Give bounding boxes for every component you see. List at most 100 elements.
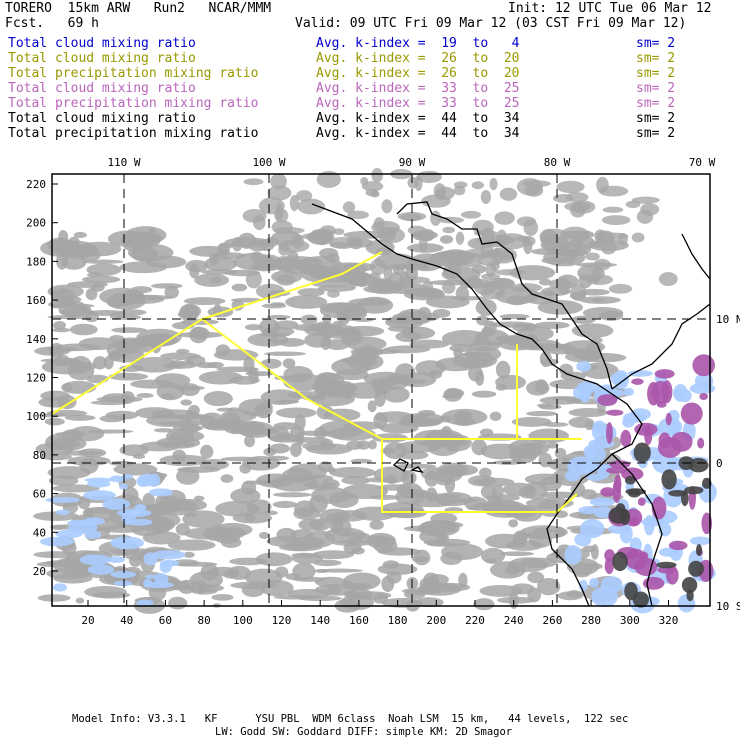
- cloud-patch: [412, 414, 429, 425]
- cloud-patch: [471, 438, 487, 456]
- axis-ticks: [52, 183, 669, 606]
- cloud-patch: [349, 277, 358, 289]
- legend-field: Total precipitation mixing ratio: [8, 126, 259, 141]
- moisture-patch: [591, 422, 604, 440]
- deep-convection-patch: [624, 582, 638, 601]
- legend-kindex: Avg. k-index = 44 to 34: [316, 126, 520, 141]
- cloud-patch: [552, 194, 574, 203]
- cloud-patch: [536, 578, 561, 596]
- cloud-patch: [479, 467, 492, 478]
- legend-kindex: Avg. k-index = 33 to 25: [316, 96, 520, 111]
- cloud-patch: [411, 556, 429, 563]
- cloud-patch: [536, 403, 554, 408]
- cloud-patch: [509, 265, 556, 281]
- cloud-patch: [397, 211, 427, 221]
- cloud-patch: [341, 476, 371, 485]
- cloud-patch: [407, 176, 419, 189]
- legend-sm: sm= 2: [636, 111, 676, 126]
- cloud-patch: [266, 314, 291, 320]
- cloud-patch: [297, 198, 326, 215]
- cloud-patch: [582, 545, 596, 553]
- legend-field: Total cloud mixing ratio: [8, 36, 196, 51]
- cloud-patch: [293, 507, 321, 521]
- cloud-patch: [571, 315, 596, 324]
- cloud-patch: [50, 524, 67, 531]
- deep-convection-patch: [608, 506, 628, 524]
- cloud-patch: [314, 568, 330, 574]
- cloud-patch: [183, 297, 226, 306]
- legend-field: Total cloud mixing ratio: [8, 111, 196, 126]
- moisture-patch: [86, 480, 111, 488]
- cloud-patch: [274, 566, 289, 578]
- deep-convection-patch: [625, 488, 646, 496]
- cloud-patch: [463, 248, 491, 260]
- cloud-patch: [54, 343, 102, 352]
- cloud-patch: [153, 498, 199, 516]
- cloud-patch: [75, 597, 85, 604]
- cloud-patch: [499, 313, 530, 319]
- cloud-patch: [160, 393, 176, 400]
- cloud-patch: [290, 426, 305, 438]
- cloud-patch: [220, 474, 234, 483]
- cloud-patch: [556, 180, 585, 194]
- cloud-patch: [231, 283, 248, 292]
- cloud-patch: [64, 414, 96, 421]
- cloud-patch: [508, 438, 550, 457]
- longitude-label: 70 W: [689, 156, 716, 169]
- convection-patch: [642, 576, 665, 590]
- cloud-patch: [185, 355, 206, 366]
- x-tick-label: 320: [659, 614, 679, 627]
- cloud-patch: [368, 440, 377, 450]
- forecast-hour: Fcst. 69 h: [5, 16, 99, 31]
- cloud-patch: [190, 327, 210, 340]
- cloud-patch: [585, 252, 600, 261]
- cloud-patch: [426, 574, 449, 586]
- cloud-patch: [222, 412, 240, 426]
- cloud-patch: [453, 181, 468, 189]
- cloud-patch: [488, 250, 497, 259]
- legend-kindex: Avg. k-index = 26 to 20: [316, 66, 520, 81]
- moisture-patch: [591, 586, 618, 608]
- cloud-patch: [511, 416, 552, 427]
- cloud-patch: [524, 339, 537, 347]
- cloud-patch: [428, 369, 443, 379]
- convection-patch: [665, 412, 672, 426]
- cloud-patch: [473, 230, 498, 237]
- cloud-patch: [254, 402, 273, 419]
- x-tick-label: 160: [349, 614, 369, 627]
- cloud-patch: [598, 185, 629, 197]
- moisture-patch: [694, 373, 714, 390]
- cloud-patch: [180, 399, 192, 406]
- physics-info: LW: Godd SW: Goddard DIFF: simple KM: 2D…: [215, 726, 513, 738]
- x-tick-label: 120: [272, 614, 292, 627]
- cloud-patch: [204, 256, 238, 272]
- cloud-patch: [260, 358, 282, 369]
- cloud-patch: [51, 484, 100, 493]
- cloud-patch: [131, 246, 159, 262]
- cloud-patch: [344, 271, 370, 279]
- map-canvas: 20 40 60 80 100 120 140 160 180 200 220 240 260 280 30…: [26, 156, 740, 627]
- convection-patch: [697, 437, 705, 449]
- cloud-patch: [261, 326, 295, 337]
- moisture-patch: [564, 545, 582, 565]
- moisture-patch: [585, 446, 607, 463]
- cloud-patch: [307, 485, 330, 491]
- convection-patch: [634, 557, 658, 576]
- x-tick-label: 40: [120, 614, 133, 627]
- convection-patch: [680, 402, 703, 425]
- cloud-patch: [73, 231, 87, 239]
- deep-convection-patch: [633, 442, 651, 463]
- cloud-patch: [371, 168, 383, 183]
- cloud-patch: [297, 288, 325, 297]
- cloud-patch: [276, 274, 296, 286]
- cloud-patch: [186, 584, 225, 593]
- moisture-patch: [110, 570, 137, 578]
- moisture-patch: [148, 488, 174, 497]
- cloud-patch: [471, 181, 485, 190]
- cloud-patch: [153, 428, 175, 433]
- cloud-patch: [516, 178, 543, 196]
- cloud-patch: [245, 270, 262, 289]
- cloud-patch: [527, 587, 542, 603]
- y-tick-label: 180: [26, 255, 46, 268]
- cloud-patch: [292, 562, 316, 581]
